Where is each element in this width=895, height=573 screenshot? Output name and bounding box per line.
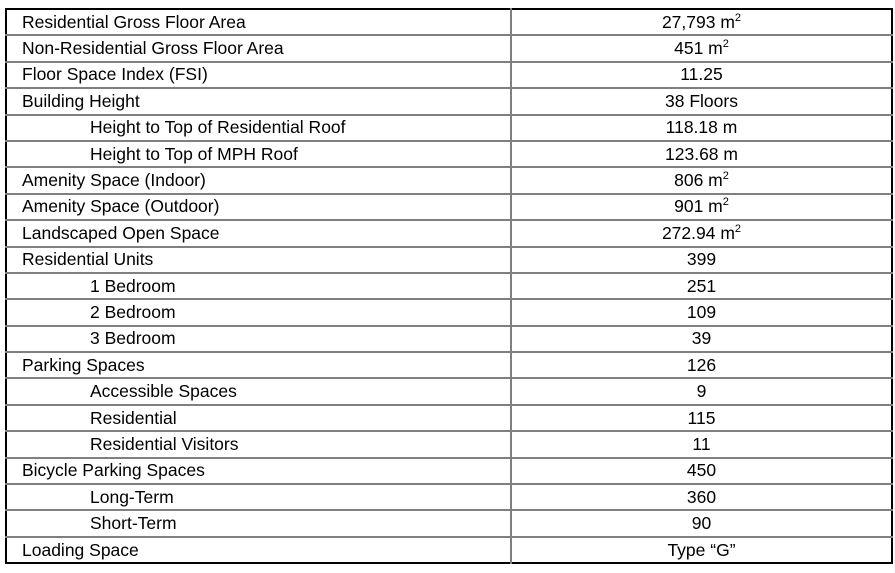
row-label-cell: Height to Top of MPH Roof <box>6 139 512 168</box>
table-row: Height to Top of Residential Roof 118.18 … <box>6 113 892 141</box>
row-value-cell: 451 m2 <box>511 34 892 62</box>
table-row: Residential Visitors 11 <box>6 430 892 458</box>
row-label-cell: Amenity Space (Outdoor) <box>6 192 512 221</box>
row-value-cell: 450 <box>511 456 892 485</box>
row-value-cell: 123.68 m <box>511 139 892 168</box>
row-label-cell: Residential Units <box>6 245 512 273</box>
row-label-cell: Loading Space <box>6 535 512 564</box>
row-value-text: 90 <box>691 513 712 534</box>
table-row: Bicycle Parking Spaces 450 <box>6 456 892 485</box>
row-label-cell: Building Height <box>6 87 512 115</box>
row-value-text: 115 <box>687 407 716 428</box>
row-value-cell: 9 <box>511 377 892 405</box>
table-row: Long-Term 360 <box>6 483 892 511</box>
table-row: Parking Spaces 126 <box>6 351 892 379</box>
table-row: Landscaped Open Space 272.94 m2 <box>6 219 892 247</box>
unit-superscript: 2 <box>722 38 729 51</box>
row-value-text: 27,793 m <box>661 11 735 32</box>
table-row: Non-Residential Gross Floor Area 451 m2 <box>6 34 892 62</box>
row-value-cell: 118.18 m <box>511 113 892 141</box>
table-row: Residential Units 399 <box>6 245 892 273</box>
row-value-cell: 109 <box>511 298 892 326</box>
row-value-cell: 11.25 <box>511 60 892 89</box>
row-value-cell: 115 <box>511 403 892 432</box>
row-label-cell: Residential Gross Floor Area <box>6 9 512 36</box>
row-label-cell: Bicycle Parking Spaces <box>6 456 512 485</box>
row-value-cell: 126 <box>511 351 892 379</box>
row-value-cell: 901 m2 <box>511 192 892 221</box>
row-value-text: 118.18 m <box>665 117 738 138</box>
unit-superscript: 2 <box>734 222 742 235</box>
row-value-text: 109 <box>686 301 717 322</box>
row-label-cell: 1 Bedroom <box>6 271 512 300</box>
row-value-text: 360 <box>686 486 717 507</box>
unit-superscript: 2 <box>722 196 729 209</box>
row-value-cell: Type “G” <box>511 535 892 564</box>
row-value-text: 450 <box>686 460 717 481</box>
row-value-cell: 90 <box>511 509 892 537</box>
row-value-text: 39 <box>691 328 712 349</box>
table-row: 3 Bedroom 39 <box>6 324 892 353</box>
row-value-cell: 251 <box>511 271 892 300</box>
unit-superscript: 2 <box>722 170 729 183</box>
table-row: Amenity Space (Indoor) 806 m2 <box>6 166 892 194</box>
row-label-cell: Short-Term <box>6 509 512 537</box>
row-value-cell: 272.94 m2 <box>511 219 892 247</box>
table-row: Building Height 38 Floors <box>6 87 892 115</box>
row-value-text: 806 m <box>674 170 723 191</box>
table-row: Residential Gross Floor Area 27,793 m2 <box>6 9 892 36</box>
row-value-cell: 399 <box>511 245 892 273</box>
row-label-cell: Non-Residential Gross Floor Area <box>6 34 512 62</box>
table-body: Residential Gross Floor Area 27,793 m2 Non… <box>6 9 892 564</box>
row-value-text: 38 Floors <box>665 90 738 111</box>
row-value-text: 251 <box>686 275 717 296</box>
row-label-cell: Amenity Space (Indoor) <box>6 166 512 194</box>
row-label-cell: 2 Bedroom <box>6 298 512 326</box>
row-value-text: 9 <box>696 381 707 402</box>
row-value-text: 272.94 m <box>661 222 735 243</box>
row-label-cell: Floor Space Index (FSI) <box>6 60 512 89</box>
row-value-text: 11 <box>692 433 711 454</box>
table-row: 2 Bedroom 109 <box>6 298 892 326</box>
table-row: Height to Top of MPH Roof 123.68 m <box>6 139 892 168</box>
table-row: Floor Space Index (FSI) 11.25 <box>6 60 892 89</box>
table-row: Loading Space Type “G” <box>6 535 892 564</box>
row-value-text: 126 <box>686 354 717 375</box>
row-label-cell: Height to Top of Residential Roof <box>6 113 512 141</box>
row-value-text: 451 m <box>674 38 723 59</box>
row-label-cell: Parking Spaces <box>6 351 512 379</box>
row-value-cell: 39 <box>511 324 892 353</box>
table-row: Short-Term 90 <box>6 509 892 537</box>
table-row: Accessible Spaces 9 <box>6 377 892 405</box>
row-label-cell: 3 Bedroom <box>6 324 512 353</box>
row-label-cell: Landscaped Open Space <box>6 219 512 247</box>
development-statistics-table: Residential Gross Floor Area 27,793 m2 Non… <box>5 8 893 565</box>
unit-superscript: 2 <box>734 11 742 24</box>
row-value-text: 123.68 m <box>665 143 738 164</box>
row-value-text: 901 m <box>674 196 723 217</box>
row-value-cell: 11 <box>511 430 892 458</box>
row-value-text: Type “G” <box>667 539 736 560</box>
row-label-cell: Residential <box>6 403 512 432</box>
row-label-cell: Residential Visitors <box>6 430 512 458</box>
table-row: Amenity Space (Outdoor) 901 m2 <box>6 192 892 221</box>
row-value-cell: 27,793 m2 <box>511 9 892 35</box>
row-value-text: 399 <box>686 249 717 270</box>
row-label-cell: Accessible Spaces <box>6 377 512 405</box>
row-value-cell: 360 <box>511 483 892 511</box>
row-value-cell: 806 m2 <box>511 166 892 194</box>
row-label-cell: Long-Term <box>6 483 512 511</box>
table-row: Residential 115 <box>6 403 892 432</box>
row-value-text: 11.25 <box>680 64 723 85</box>
table-row: 1 Bedroom 251 <box>6 271 892 300</box>
row-value-cell: 38 Floors <box>511 87 892 115</box>
